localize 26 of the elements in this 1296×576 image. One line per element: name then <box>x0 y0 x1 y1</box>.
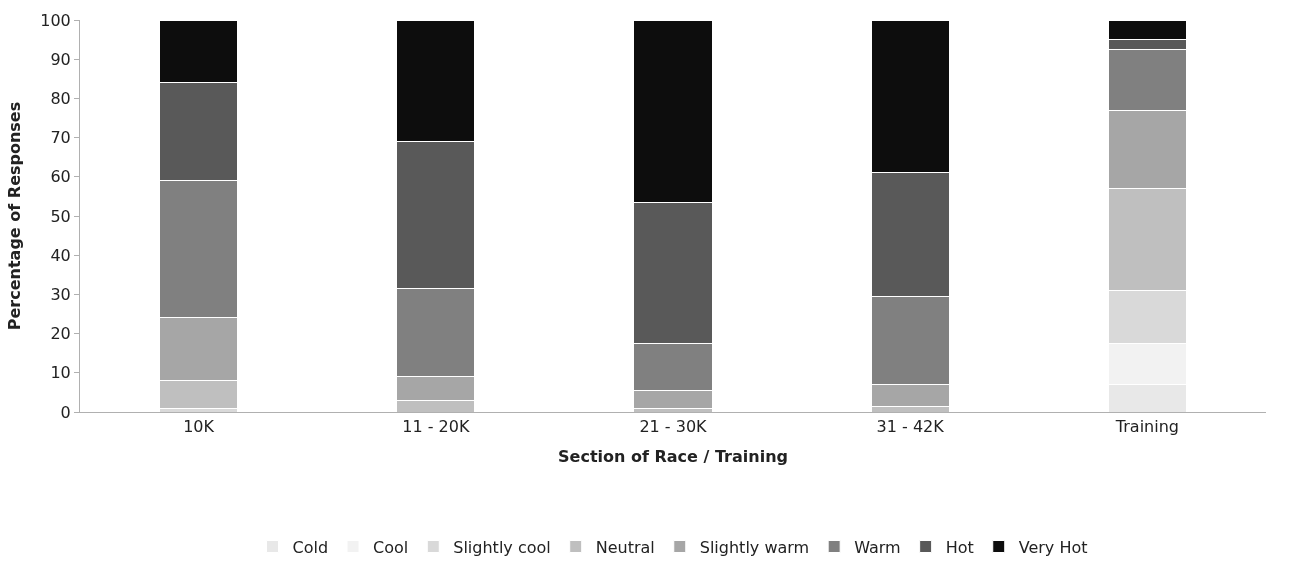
y-tick-label: 50 <box>50 206 71 226</box>
y-tick-label: 70 <box>50 128 71 148</box>
x-tick-label: Training <box>1114 417 1179 437</box>
y-axis-title: Percentage of Responses <box>5 101 25 331</box>
legend-label: Warm <box>854 537 901 557</box>
y-tick-label: 10 <box>50 363 71 383</box>
legend-label: Slightly cool <box>453 537 551 557</box>
x-axis-title: Section of Race / Training <box>558 446 788 466</box>
x-tick-label: 11 - 20K <box>402 417 470 437</box>
y-tick-label: 100 <box>40 10 71 30</box>
legend-label: Cool <box>373 537 409 557</box>
legend-label: Cold <box>292 537 329 557</box>
y-tick-label: 60 <box>50 167 71 187</box>
legend-label: Very Hot <box>1018 537 1088 557</box>
y-tick-label: 80 <box>50 89 71 108</box>
y-tick-label: 90 <box>50 49 71 69</box>
y-tick-label: 0 <box>60 402 71 422</box>
y-tick-label: 30 <box>50 285 71 304</box>
legend-label: Hot <box>945 537 974 557</box>
x-tick-label: 10K <box>183 417 215 437</box>
y-tick-label: 20 <box>50 324 71 344</box>
legend-label: Neutral <box>595 537 655 557</box>
x-tick-label: 21 - 30K <box>639 417 708 437</box>
legend-label: Slightly warm <box>699 537 810 557</box>
y-tick-label: 40 <box>50 245 71 265</box>
x-tick-label: 31 - 42K <box>876 417 945 437</box>
